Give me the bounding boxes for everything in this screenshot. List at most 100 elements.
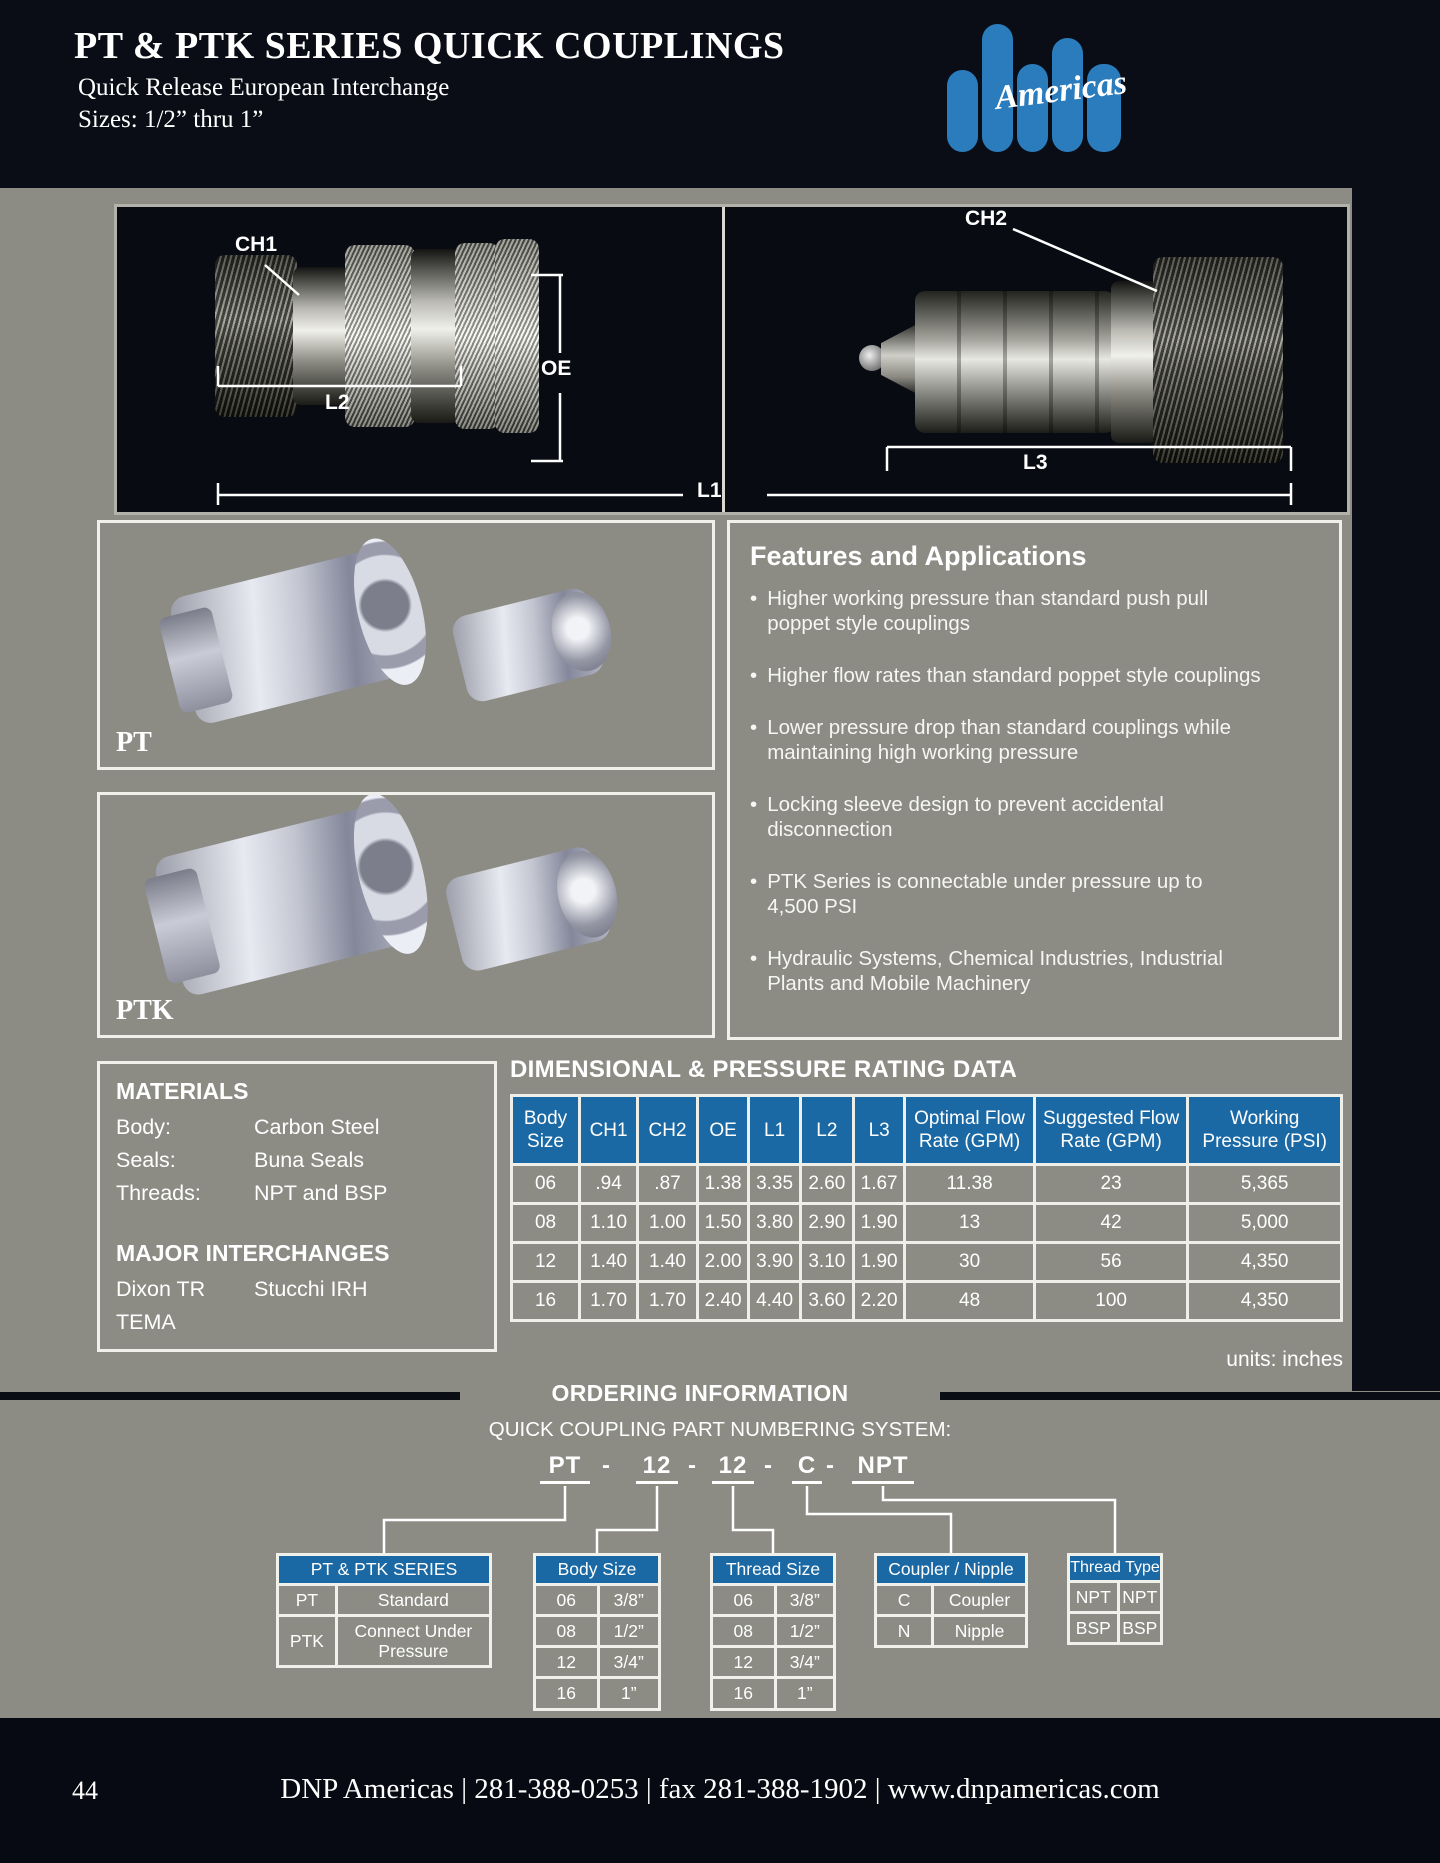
dim-cell: 1.40 xyxy=(636,1241,699,1284)
interchange-name: TEMA xyxy=(116,1310,176,1334)
ord-table-title: PT & PTK SERIES xyxy=(276,1553,492,1586)
ord-header-row: Coupler / Nipple xyxy=(874,1553,1028,1586)
dim-cell: 11.38 xyxy=(903,1163,1036,1206)
part-number-row: PT -12-12- C - NPT xyxy=(0,1452,1440,1486)
pt-coupler-ring-image xyxy=(340,530,440,693)
right-margin-strip xyxy=(1352,188,1440,1391)
ord-cell: 1” xyxy=(596,1676,662,1711)
logo-bar-icon xyxy=(1017,64,1048,152)
interchange-row: TEMA xyxy=(116,1310,494,1335)
materials-heading: MATERIALS xyxy=(116,1078,249,1104)
dim-cell: 3.35 xyxy=(747,1163,802,1206)
material-row: Threads: NPT and BSP xyxy=(116,1181,494,1206)
dim-cell: 30 xyxy=(903,1241,1036,1284)
dim-cell: 1.40 xyxy=(578,1241,640,1284)
interchanges-rows: Dixon TR Stucchi IRH TEMA xyxy=(116,1277,494,1335)
nipple-body-image xyxy=(915,291,1115,433)
ord-table-title: Body Size xyxy=(533,1553,661,1586)
feature-item: • Locking sleeve design to prevent accide… xyxy=(750,792,1319,842)
ptk-label: PTK xyxy=(116,995,174,1026)
dim-cell: 4.40 xyxy=(747,1280,802,1323)
ord-cell: PTK xyxy=(276,1614,338,1669)
pt-nipple-face-image xyxy=(543,585,620,678)
dim-cell: 4,350 xyxy=(1186,1280,1343,1323)
ord-cell: 08 xyxy=(533,1614,600,1649)
dim-cell: 4,350 xyxy=(1186,1241,1343,1284)
dim-column-header: Working Pressure (PSI) xyxy=(1186,1093,1343,1167)
table-row: 16 1.70 1.70 2.40 4.40 3.60 2.20 48 100 4,350 xyxy=(509,1280,1343,1323)
ord-cell: BSP xyxy=(1067,1611,1120,1646)
ptk-product-box: PTK xyxy=(97,786,715,1038)
ord-head: Coupler / Nipple xyxy=(874,1553,1028,1586)
page-number: 44 xyxy=(72,1776,98,1805)
page-footer: 44 DNP Americas | 281-388-0253 | fax 281… xyxy=(0,1718,1440,1863)
dimension-photo-panel: CH1 CH2 OE L2 L1 L3 xyxy=(114,204,1350,515)
dimension-lines xyxy=(216,227,1293,505)
interchange-row: Dixon TR Stucchi IRH xyxy=(116,1277,494,1302)
dim-table-head: Body Size CH1 CH2 OE L1 L2 L3 Optimal Flow Rate… xyxy=(509,1093,1343,1167)
ord-table-title: Thread Type xyxy=(1067,1553,1163,1583)
dim-label-ch2: CH2 xyxy=(965,207,1008,230)
ordering-rule-left xyxy=(0,1392,460,1400)
feature-text: Higher working pressure than standard pu… xyxy=(767,587,1209,635)
part-number-segment: 12 xyxy=(636,1452,678,1484)
interchanges-heading: MAJOR INTERCHANGES xyxy=(116,1240,390,1266)
table-row: PTK Connect Under Pressure xyxy=(276,1614,493,1669)
part-number-separator: - xyxy=(688,1452,696,1479)
ord-cell: 12 xyxy=(533,1645,600,1680)
pt-coupler-hex-image xyxy=(157,605,235,715)
ord-cell: 3/4” xyxy=(773,1645,837,1680)
pt-coupler-image xyxy=(157,530,440,727)
ordering-table: Thread Size 06 3/8” 08 1/2” 12 3/4” 16 1” xyxy=(710,1553,837,1711)
page-title: PT & PTK SERIES QUICK COUPLINGS xyxy=(74,25,785,67)
material-label: Threads: xyxy=(116,1181,201,1205)
ord-cell: 08 xyxy=(710,1614,777,1649)
dim-label-ch1: CH1 xyxy=(235,233,278,256)
ptk-nipple-image xyxy=(442,844,627,974)
feature-item: • Higher working pressure than standard p… xyxy=(750,586,1319,636)
features-heading: Features and Applications xyxy=(750,541,1087,571)
dim-cell: 3.90 xyxy=(747,1241,802,1284)
table-row: 16 1” xyxy=(710,1676,837,1711)
coupler-ring-image xyxy=(411,249,459,423)
coupler-band-image xyxy=(455,243,499,429)
units-note: units: inches xyxy=(1226,1348,1343,1371)
part-number-segment: C xyxy=(792,1452,822,1484)
dim-column-header: Body Size xyxy=(509,1093,582,1167)
dim-column-header: CH2 xyxy=(636,1093,699,1167)
ord-cell: 1” xyxy=(773,1676,837,1711)
ord-table-title: Coupler / Nipple xyxy=(874,1553,1028,1586)
ord-body: 06 3/8” 08 1/2” 12 3/4” 16 1” xyxy=(710,1582,837,1711)
dim-cell: 1.00 xyxy=(636,1202,699,1245)
ord-cell: PT xyxy=(276,1582,338,1618)
ord-head: PT & PTK SERIES xyxy=(276,1553,492,1586)
materials-rows: Body: Carbon Steel Seals: Buna Seals Threads… xyxy=(116,1115,494,1206)
table-row: 12 3/4” xyxy=(533,1645,662,1680)
dim-column-header: OE xyxy=(695,1093,751,1167)
ord-header-row: Thread Size xyxy=(710,1553,836,1586)
dim-label-l1: L1 xyxy=(697,479,722,502)
part-number-connectors xyxy=(382,1486,1117,1558)
dim-cell: 3.10 xyxy=(798,1241,855,1284)
feature-text: PTK Series is connectable under pressure… xyxy=(767,870,1203,918)
nipple-hex-nut-image xyxy=(1153,257,1283,463)
table-row: N Nipple xyxy=(873,1614,1028,1649)
part-number-segment: 12 xyxy=(712,1452,754,1484)
ord-cell: 1/2” xyxy=(596,1614,662,1649)
dim-cell: 12 xyxy=(509,1241,582,1284)
dim-cell: 1.70 xyxy=(578,1280,640,1323)
ord-cell: C xyxy=(873,1582,935,1618)
interchange-name: Stucchi IRH xyxy=(254,1277,368,1301)
ord-head: Thread Size xyxy=(710,1553,836,1586)
pt-label: PT xyxy=(116,727,152,758)
bullet-icon: • xyxy=(750,793,758,816)
nipple-collar-image xyxy=(1111,281,1157,443)
ord-cell: 3/4” xyxy=(596,1645,662,1680)
table-row: C Coupler xyxy=(873,1582,1028,1618)
dim-cell: 2.90 xyxy=(798,1202,855,1245)
table-row: 08 1.10 1.00 1.50 3.80 2.90 1.90 13 42 5,000 xyxy=(509,1202,1343,1245)
dim-cell: 5,365 xyxy=(1186,1163,1343,1206)
ord-cell: N xyxy=(873,1614,935,1649)
bullet-icon: • xyxy=(750,664,758,687)
ord-head: Body Size xyxy=(533,1553,661,1586)
